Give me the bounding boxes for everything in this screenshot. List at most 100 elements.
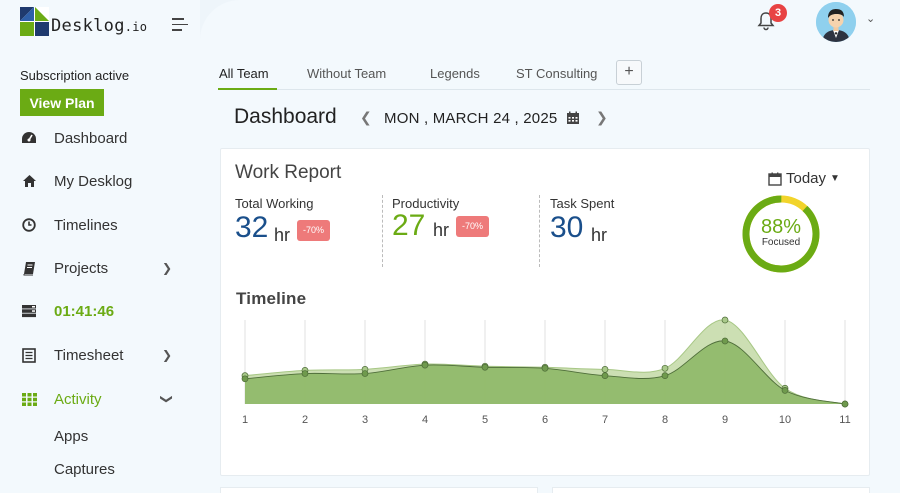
sidebar-item-label: Timelines: [54, 216, 118, 234]
data-point: [361, 370, 369, 377]
menu-toggle-icon[interactable]: [172, 18, 190, 32]
data-point: [841, 400, 849, 408]
x-tick-label: 4: [422, 414, 428, 426]
sidebar-subitem-apps[interactable]: Apps: [54, 428, 89, 445]
page-title: Dashboard: [234, 105, 337, 128]
data-point: [481, 363, 489, 371]
current-date: MON , MARCH 24 , 2025: [384, 110, 558, 127]
x-tick-label: 10: [779, 414, 791, 426]
caret-down-icon: ▼: [830, 173, 840, 184]
divider: [539, 195, 540, 267]
home-icon: [21, 173, 37, 189]
book-icon: [21, 260, 37, 276]
sidebar-item-label: Projects: [54, 259, 109, 277]
divider: [382, 195, 383, 267]
timeline-title: Timeline: [236, 289, 307, 308]
focus-ring-arc: [742, 195, 820, 273]
data-point: [541, 364, 549, 372]
sidebar-item-label: Timesheet: [54, 346, 124, 364]
chevron-left-icon[interactable]: ❮: [360, 109, 372, 125]
x-tick-label: 11: [839, 414, 850, 426]
tab-st-consulting[interactable]: ST Consulting: [516, 66, 598, 81]
user-avatar[interactable]: [816, 2, 856, 42]
logo-icon: [20, 7, 49, 36]
stat-unit: hr: [591, 225, 608, 245]
brand-name: Desklog.io: [51, 16, 148, 36]
timer-icon: [21, 303, 37, 319]
add-tab-button[interactable]: +: [616, 60, 642, 85]
x-tick-label: 3: [362, 414, 368, 426]
focus-percent: 88%: [760, 216, 802, 238]
data-point: [661, 364, 669, 372]
grid-icon: [21, 391, 37, 407]
active-tab-indicator: [218, 88, 277, 90]
stat-value: 30: [550, 211, 584, 244]
x-tick-label: 6: [542, 414, 548, 426]
secondary-card: [220, 487, 538, 493]
change-badge: -70%: [456, 216, 489, 237]
x-tick-label: 5: [482, 414, 488, 426]
sidebar-item-timer[interactable]: 01:41:46: [0, 296, 190, 326]
work-report-title: Work Report: [235, 162, 342, 183]
x-tick-label: 7: [602, 414, 608, 426]
data-point: [781, 386, 789, 394]
stat-value: 32: [235, 211, 269, 244]
brand-logo[interactable]: Desklog.io: [20, 7, 147, 36]
tab-all-team[interactable]: All Team: [219, 66, 269, 81]
stat-unit: hr: [433, 220, 450, 240]
sidebar-item-label: My Desklog: [54, 172, 133, 190]
chevron-right-icon: ❯: [162, 261, 173, 275]
subscription-status: Subscription active: [20, 68, 130, 83]
chevron-right-icon[interactable]: ❯: [596, 109, 608, 125]
sidebar-item-label: Activity: [54, 390, 102, 408]
focus-ring: [742, 195, 820, 273]
team-tabs: All Team Without Team Legends ST Consult…: [218, 60, 870, 90]
x-tick-label: 8: [662, 414, 668, 426]
sidebar-item-activity[interactable]: Activity ❯: [0, 384, 190, 414]
calendar-icon: [768, 172, 782, 186]
series-line: [244, 340, 846, 405]
data-point: [421, 361, 429, 369]
timesheet-icon: [21, 347, 37, 363]
x-tick-label: 9: [722, 414, 728, 426]
x-tick-label: 1: [242, 414, 248, 426]
secondary-card: [552, 487, 870, 493]
sidebar-item-timelines[interactable]: Timelines: [0, 210, 190, 240]
sidebar-item-label: Dashboard: [54, 129, 128, 147]
stat-value: 27: [392, 209, 426, 242]
x-tick-label: 2: [302, 414, 308, 426]
data-point: [301, 370, 309, 377]
timer-display: 01:41:46: [54, 302, 115, 320]
data-point: [601, 365, 609, 373]
series-line: [244, 319, 846, 405]
sidebar-item-timesheet[interactable]: Timesheet ❯: [0, 340, 190, 370]
notification-badge: 3: [769, 4, 787, 22]
sidebar-item-dashboard[interactable]: Dashboard: [0, 123, 190, 153]
chevron-right-icon: ❯: [162, 348, 173, 362]
chevron-down-icon: ❯: [160, 393, 175, 405]
timeline-chart: 1 2 3 4 5 6 7 8 9 10 11: [241, 316, 851, 426]
data-point: [661, 372, 669, 380]
view-plan-button[interactable]: View Plan: [20, 89, 104, 116]
period-label: Today: [786, 170, 827, 187]
calendar-icon[interactable]: [566, 111, 580, 125]
change-badge: -70%: [297, 220, 330, 241]
sidebar-item-projects[interactable]: Projects ❯: [0, 253, 190, 283]
chevron-down-icon[interactable]: ⌄: [866, 13, 876, 25]
tab-without-team[interactable]: Without Team: [307, 66, 387, 81]
stat-label: Productivity: [392, 196, 460, 211]
sidebar-subitem-captures[interactable]: Captures: [54, 461, 115, 478]
stat-label: Task Spent: [550, 196, 615, 211]
stat-unit: hr: [274, 225, 291, 245]
focus-label: Focused: [761, 237, 801, 248]
data-point: [241, 375, 249, 383]
tab-legends[interactable]: Legends: [430, 66, 480, 81]
stat-label: Total Working: [235, 196, 314, 211]
data-point: [601, 372, 609, 380]
sidebar-item-my-desklog[interactable]: My Desklog: [0, 166, 190, 196]
series-area: [245, 340, 845, 404]
data-point: [721, 337, 729, 345]
dashboard-icon: [21, 130, 37, 146]
period-dropdown[interactable]: Today ▼: [768, 170, 840, 187]
sidebar: Desklog.io Subscription active View Plan…: [0, 0, 200, 493]
